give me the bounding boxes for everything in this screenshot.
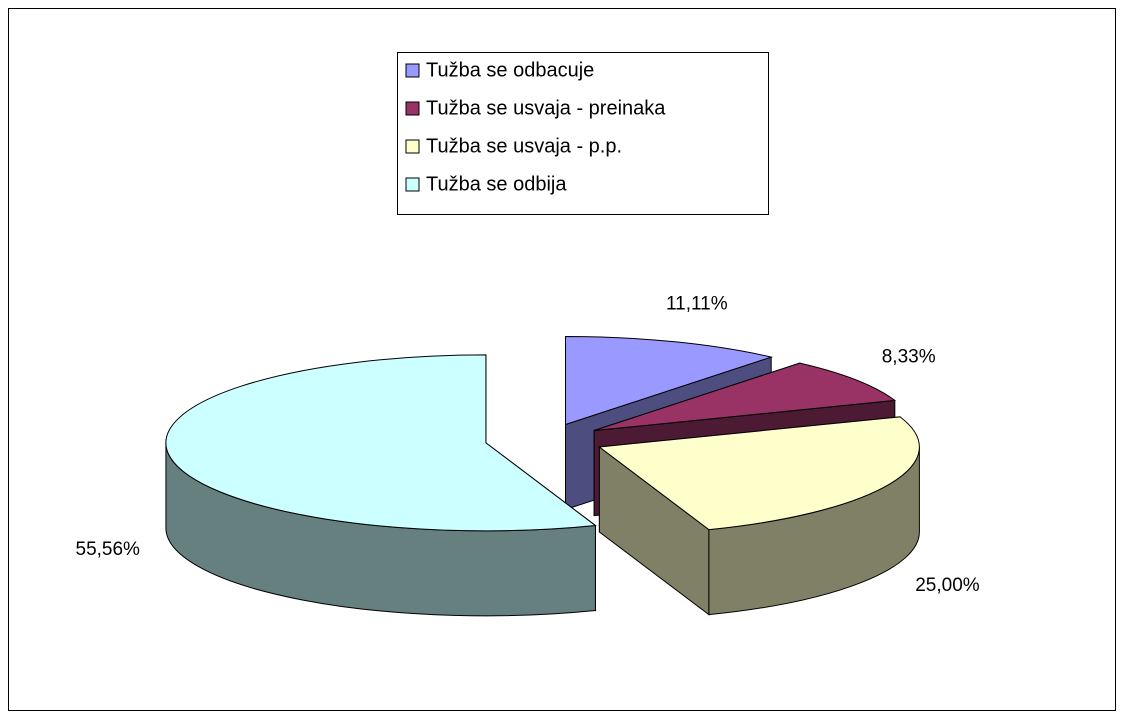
slice-top [565, 335, 774, 426]
data-label: 55,56% [76, 539, 141, 560]
data-label: 11,11% [666, 294, 728, 315]
legend-label: Tužba se odbija [426, 173, 567, 195]
legend-swatch [405, 63, 420, 78]
legend-box [397, 52, 769, 215]
legend-label: Tužba se usvaja - p.p. [426, 135, 622, 157]
slice-top [165, 354, 597, 532]
legend-swatch [405, 177, 420, 192]
data-label: 25,00% [915, 575, 980, 596]
slice-top [598, 416, 920, 531]
legend-swatch [405, 101, 420, 116]
slice [165, 354, 597, 617]
data-label: 8,33% [882, 346, 936, 367]
slice-top [593, 362, 897, 432]
legend-swatch [405, 139, 420, 154]
legend-label: Tužba se usvaja - preinaka [426, 97, 666, 119]
slice [598, 416, 920, 616]
legend-label: Tužba se odbacuje [426, 59, 594, 81]
